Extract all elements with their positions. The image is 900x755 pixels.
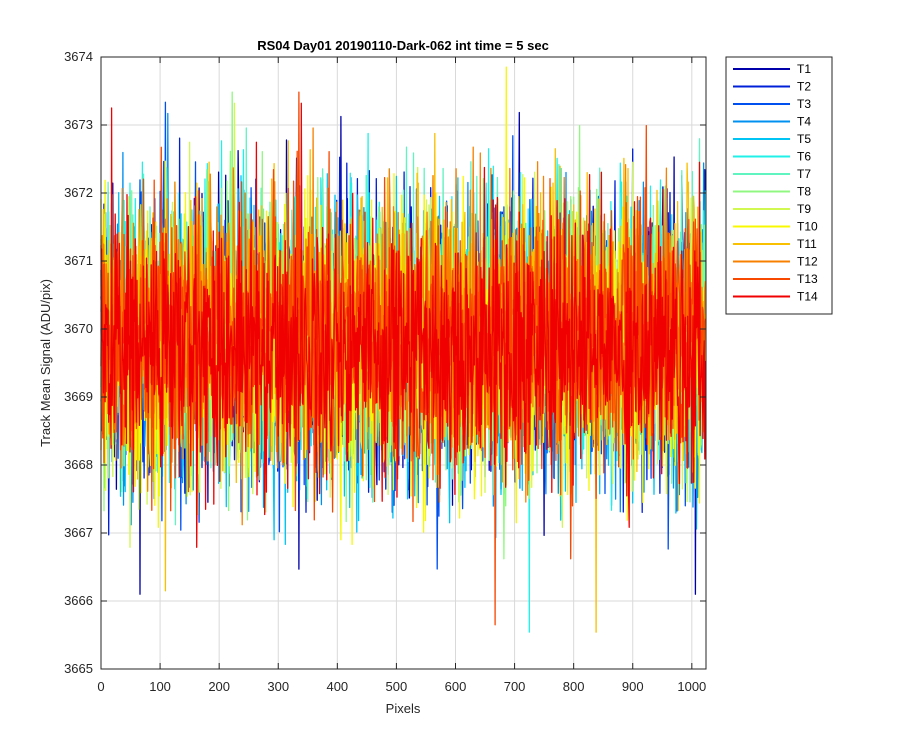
legend-label-t2: T2 — [797, 80, 811, 94]
y-tick-label: 3670 — [64, 321, 93, 336]
y-tick-label: 3674 — [64, 49, 93, 64]
legend-label-t10: T10 — [797, 220, 818, 234]
y-tick-label: 3672 — [64, 185, 93, 200]
x-tick-label: 500 — [386, 679, 408, 694]
legend-label-t9: T9 — [797, 202, 811, 216]
legend-label-t8: T8 — [797, 185, 811, 199]
legend-label-t4: T4 — [797, 115, 811, 129]
y-tick-label: 3673 — [64, 117, 93, 132]
x-tick-label: 1000 — [677, 679, 706, 694]
axis-ticks: 0 100 200 300 400 500 600 700 800 900 1000 3665 3666… — [64, 49, 706, 694]
y-tick-label: 3667 — [64, 525, 93, 540]
legend: T1 T2 T3 T4 T5 T6 T7 T8 T9 T10 T11 T12 T13 T14 — [725, 56, 833, 315]
series-layer — [100, 66, 707, 633]
y-tick-label: 3669 — [64, 389, 93, 404]
legend-label-t12: T12 — [797, 255, 818, 269]
legend-label-t11: T11 — [797, 237, 817, 251]
legend-label-t3: T3 — [797, 97, 811, 111]
x-tick-label: 400 — [326, 679, 348, 694]
legend-label-t7: T7 — [797, 167, 811, 181]
legend-label-t1: T1 — [797, 62, 811, 76]
y-tick-label: 3671 — [64, 253, 93, 268]
x-tick-label: 300 — [267, 679, 289, 694]
x-tick-label: 900 — [622, 679, 644, 694]
legend-label-t14: T14 — [797, 290, 818, 304]
y-axis-label: Track Mean Signal (ADU/pix) — [38, 279, 53, 447]
legend-box — [725, 56, 833, 315]
series-line-t14 — [100, 102, 707, 548]
x-axis-label: Pixels — [386, 701, 421, 716]
x-tick-label: 700 — [504, 679, 526, 694]
x-tick-label: 200 — [208, 679, 230, 694]
legend-label-t13: T13 — [797, 272, 818, 286]
chart-title: RS04 Day01 20190110-Dark-062 int time = … — [257, 38, 549, 53]
legend-label-t6: T6 — [797, 150, 811, 164]
y-tick-label: 3666 — [64, 593, 93, 608]
x-tick-label: 100 — [149, 679, 171, 694]
x-tick-label: 0 — [97, 679, 104, 694]
y-tick-label: 3668 — [64, 457, 93, 472]
y-tick-label: 3665 — [64, 661, 93, 676]
x-tick-label: 600 — [445, 679, 467, 694]
x-tick-label: 800 — [563, 679, 585, 694]
plot-frame — [100, 56, 707, 670]
legend-label-t5: T5 — [797, 132, 811, 146]
